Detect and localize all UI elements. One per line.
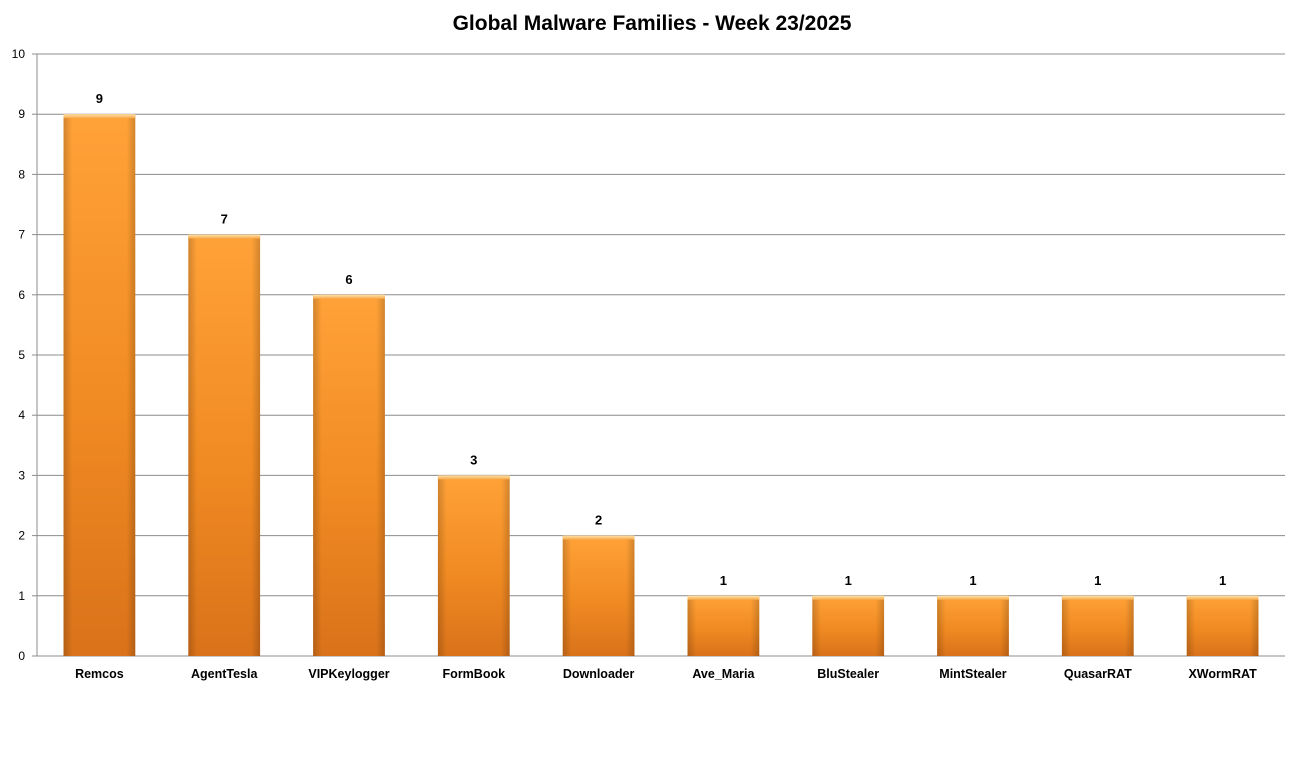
bar-shade [63,114,136,656]
bar-Ave_Maria [687,595,760,656]
bar-shade [1061,595,1134,656]
bar-cap [1061,595,1134,600]
bar-shade [812,595,885,656]
y-tick-label: 2 [18,529,25,543]
data-label: 1 [720,573,727,588]
y-tick-label: 9 [18,107,25,121]
bar-QuasarRAT [1061,595,1134,656]
data-label: 1 [969,573,976,588]
bar-AgentTesla [188,234,261,656]
chart-title: Global Malware Families - Week 23/2025 [452,12,852,35]
bar-cap [937,595,1009,600]
bar-VIPKeylogger [313,294,385,656]
bar-cap [437,475,510,480]
bar-Downloader [562,535,635,656]
bar-shade [437,475,510,656]
y-tick-label: 5 [18,348,25,362]
bar-shade [687,595,760,656]
data-label: 9 [96,91,103,106]
x-tick-label: BluStealer [817,667,879,681]
bar-shade [937,595,1009,656]
bar-cap [188,234,261,239]
bar-MintStealer [937,595,1009,656]
y-tick-label: 8 [18,167,25,181]
bar-BluStealer [812,595,885,656]
bar-shade [188,234,261,656]
y-tick-label: 10 [12,47,26,61]
bar-Remcos [63,114,136,656]
x-tick-label: Ave_Maria [692,667,755,681]
bar-shade [562,535,635,656]
x-tick-label: Downloader [563,667,635,681]
bar-cap [313,294,385,299]
y-tick-label: 0 [18,649,25,663]
bar-XWormRAT [1186,595,1259,656]
data-label: 1 [1219,573,1226,588]
bar-cap [687,595,760,600]
y-tick-label: 1 [18,589,25,603]
y-tick-label: 6 [18,288,25,302]
bar-FormBook [437,475,510,656]
bar-cap [63,114,136,119]
x-tick-label: Remcos [75,667,124,681]
bar-shade [1186,595,1259,656]
bar-shade [313,294,385,656]
bar-cap [812,595,885,600]
data-label: 3 [470,452,477,467]
y-tick-label: 7 [18,228,25,242]
x-tick-label: FormBook [443,667,506,681]
bar-cap [1186,595,1259,600]
x-tick-label: MintStealer [939,667,1007,681]
y-tick-label: 4 [18,408,25,422]
data-label: 2 [595,513,602,528]
data-label: 7 [221,212,228,227]
x-tick-label: VIPKeylogger [308,667,389,681]
bar-cap [562,535,635,540]
x-tick-label: AgentTesla [191,667,258,681]
data-label: 1 [845,573,852,588]
y-tick-label: 3 [18,468,25,482]
data-label: 1 [1094,573,1101,588]
x-tick-label: QuasarRAT [1064,667,1132,681]
data-label: 6 [345,272,352,287]
x-tick-label: XWormRAT [1188,667,1257,681]
